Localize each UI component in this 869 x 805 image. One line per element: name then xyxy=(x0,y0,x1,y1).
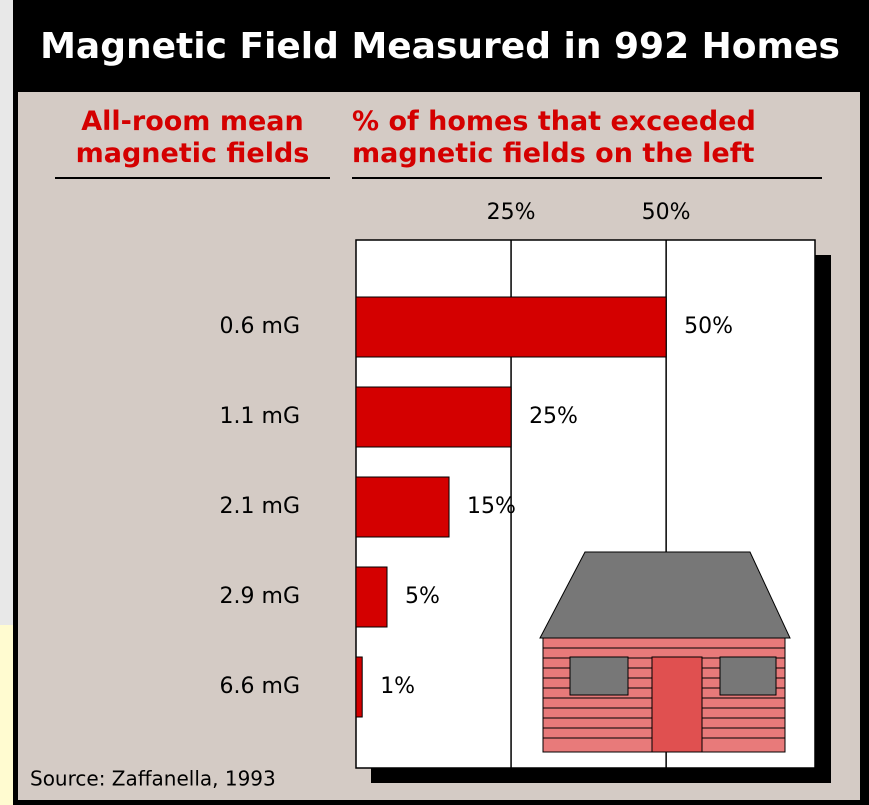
left-strip xyxy=(0,0,15,625)
y-tick-label: 1.1 mG xyxy=(220,404,300,429)
house-window xyxy=(570,657,628,695)
x-tick-label: 50% xyxy=(642,200,691,225)
value-label: 25% xyxy=(529,404,578,429)
house xyxy=(540,552,790,752)
source: Source: Zaffanella, 1993 xyxy=(30,767,276,791)
page: Magnetic Field Measured in 992 Homes Sou… xyxy=(0,0,869,805)
chart-title: Magnetic Field Measured in 992 Homes xyxy=(40,26,840,67)
y-tick-label: 6.6 mG xyxy=(220,674,300,699)
y-axis-label: All-room mean magnetic fields xyxy=(55,106,330,170)
value-label: 1% xyxy=(380,674,415,699)
y-tick-label: 2.9 mG xyxy=(220,584,300,609)
value-label: 5% xyxy=(405,584,440,609)
value-label: 50% xyxy=(684,314,733,339)
value-label: 15% xyxy=(467,494,516,519)
y-tick-label: 0.6 mG xyxy=(220,314,300,339)
bar xyxy=(356,657,362,717)
house-window xyxy=(720,657,776,695)
bar xyxy=(356,477,449,537)
bar xyxy=(356,297,666,357)
x-tick-label: 25% xyxy=(487,200,536,225)
house-door xyxy=(652,657,702,752)
x-axis-label: % of homes that exceeded magnetic fields… xyxy=(352,106,822,170)
y-tick-label: 2.1 mG xyxy=(220,494,300,519)
bar xyxy=(356,387,511,447)
bar xyxy=(356,567,387,627)
